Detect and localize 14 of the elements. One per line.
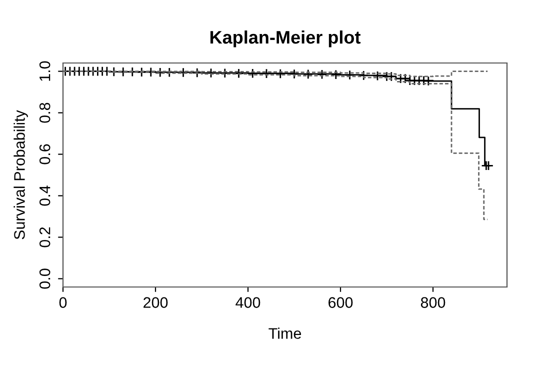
y-tick-label: 1.0 — [39, 61, 50, 81]
y-tick-label: 0.4 — [39, 186, 50, 206]
x-axis-title: Time — [268, 328, 302, 339]
x-tick-label: 800 — [420, 297, 446, 308]
y-tick-label: 0.2 — [39, 227, 50, 248]
x-tick-label: 600 — [328, 297, 353, 308]
y-tick-label: 0.8 — [39, 102, 50, 123]
x-tick-label: 0 — [59, 297, 67, 308]
chart-title: Kaplan-Meier plot — [210, 30, 361, 48]
y-tick-label: 0.0 — [39, 268, 50, 289]
y-axis-title: Survival Probability — [14, 110, 28, 240]
x-tick-label: 400 — [236, 297, 260, 308]
y-tick-label: 0.6 — [39, 144, 50, 164]
x-tick-label: 200 — [144, 297, 168, 308]
